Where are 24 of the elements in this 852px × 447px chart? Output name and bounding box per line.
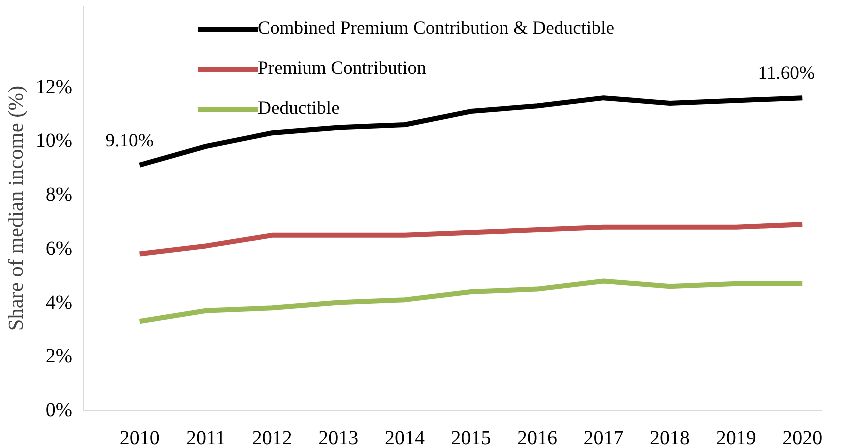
y-axis-title: Share of median income (%) xyxy=(4,86,28,332)
annotation: 11.60% xyxy=(758,63,816,84)
x-tick-label: 2017 xyxy=(584,428,624,447)
y-tick-label: 12% xyxy=(36,76,73,98)
y-tick-label: 2% xyxy=(46,346,73,368)
x-tick-label: 2019 xyxy=(716,428,756,447)
legend-label: Combined Premium Contribution & Deductible xyxy=(258,18,615,40)
x-tick-label: 2010 xyxy=(120,428,160,447)
x-tick-label: 2012 xyxy=(252,428,292,447)
x-tick-label: 2013 xyxy=(318,428,359,447)
x-tick-label: 2020 xyxy=(782,428,823,447)
x-tick-label: 2014 xyxy=(384,428,425,447)
x-tick-label: 2018 xyxy=(650,428,690,447)
legend-label: Deductible xyxy=(258,98,340,120)
x-tick-label: 2016 xyxy=(518,428,558,447)
annotation: 9.10% xyxy=(106,130,154,152)
x-tick-label: 2011 xyxy=(186,428,226,447)
y-tick-label: 10% xyxy=(36,130,73,152)
y-tick-label: 4% xyxy=(46,292,73,314)
legend-label: Premium Contribution xyxy=(258,58,426,80)
y-tick-label: 8% xyxy=(46,184,73,206)
y-tick-label: 0% xyxy=(46,400,73,422)
y-tick-label: 6% xyxy=(46,238,73,260)
x-tick-label: 2015 xyxy=(451,428,492,447)
